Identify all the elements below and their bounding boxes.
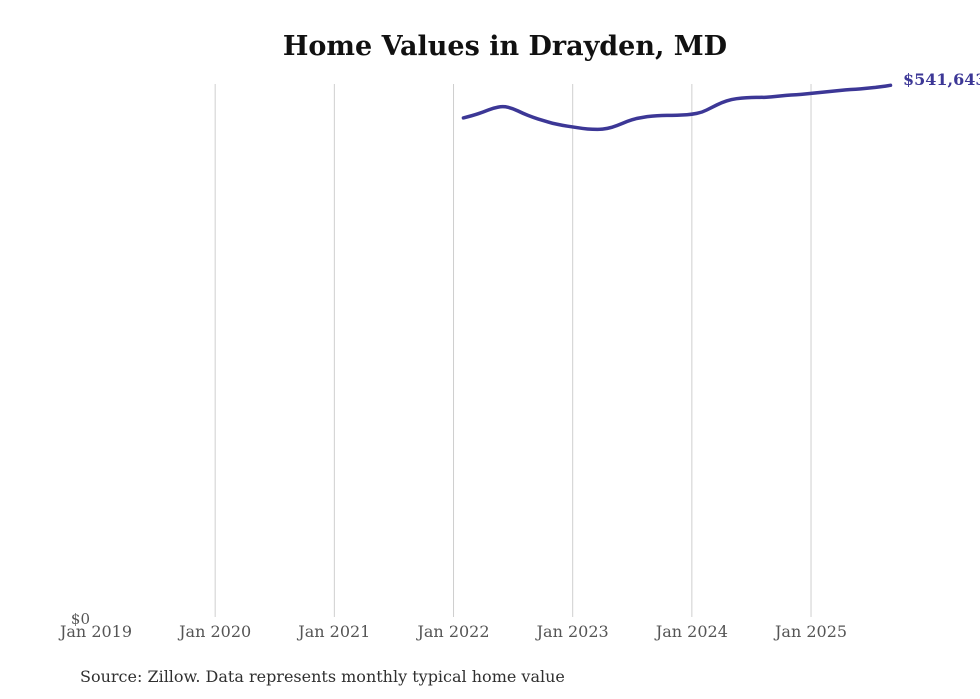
x-tick-label: Jan 2024	[655, 622, 728, 641]
vertical-gridlines	[214, 84, 812, 617]
y-zero-label: $0	[70, 610, 90, 628]
x-tick-label: Jan 2022	[417, 622, 490, 641]
x-tick-label: Jan 2020	[179, 622, 252, 641]
chart-title: Home Values in Drayden, MD	[282, 31, 728, 62]
end-value-label: $541,643	[903, 70, 980, 89]
x-tick-label: Jan 2025	[774, 622, 848, 641]
x-tick-label: Jan 2019	[59, 622, 133, 641]
home-value-line	[461, 83, 893, 132]
source-note: Source: Zillow. Data represents monthly …	[80, 667, 565, 686]
x-tick-label: Jan 2021	[298, 622, 371, 641]
x-tick-label: Jan 2023	[536, 622, 609, 641]
